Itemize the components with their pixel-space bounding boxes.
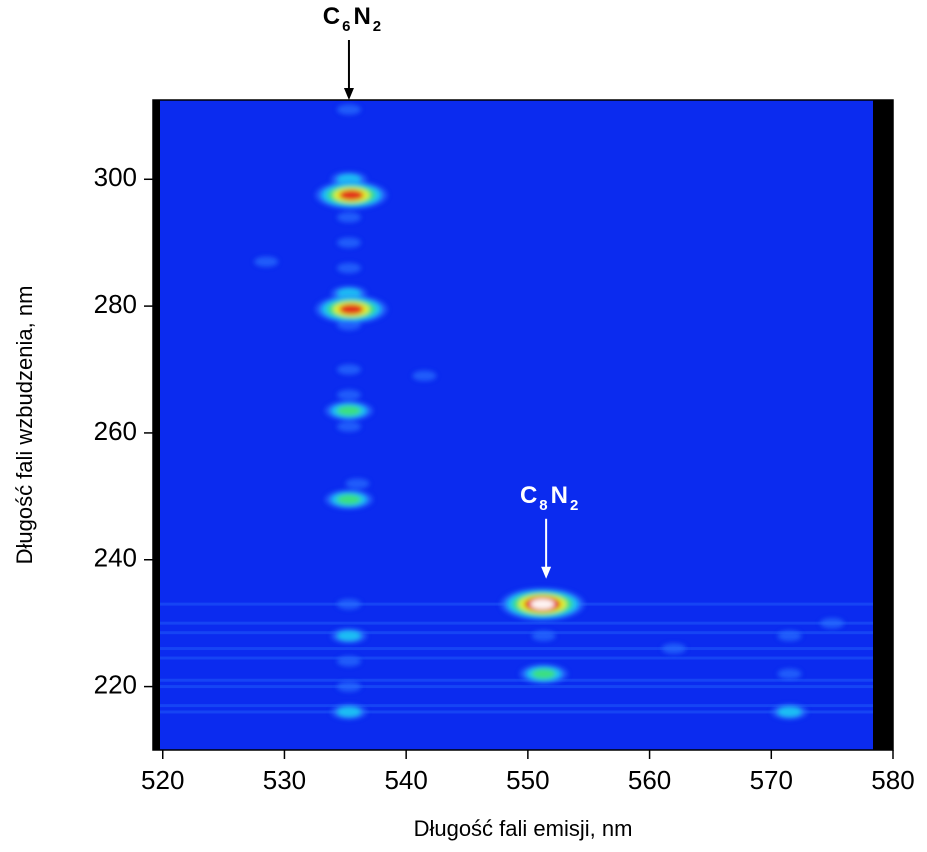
y-tick-label: 280: [94, 289, 137, 319]
annotation-subscript: 2: [373, 18, 381, 35]
y-tick-label: 300: [94, 162, 137, 192]
annotation-text: C: [323, 3, 340, 30]
band: [153, 631, 893, 635]
peaks: [254, 104, 845, 720]
y-tick-label: 260: [94, 416, 137, 446]
annotation-text: C: [520, 482, 537, 509]
y-axis-label: Długość fali wzbudzenia, nm: [12, 286, 37, 565]
peak: [531, 668, 556, 680]
peak: [336, 237, 361, 248]
peak: [336, 494, 361, 505]
y-tick-label: 220: [94, 669, 137, 699]
annotation-subscript: 8: [539, 497, 547, 514]
x-tick-label: 550: [506, 765, 549, 795]
annotation-arrowhead: [541, 566, 552, 579]
peak: [336, 364, 361, 375]
peak: [336, 421, 361, 432]
peak: [336, 212, 361, 223]
band: [153, 685, 893, 689]
peak: [254, 256, 279, 267]
peak: [336, 681, 361, 692]
peak: [336, 630, 361, 642]
peak: [777, 630, 802, 642]
peak: [336, 319, 361, 331]
x-tick-label: 560: [628, 765, 671, 795]
plot-frame: [152, 99, 894, 751]
peak: [531, 630, 556, 642]
peak: [777, 668, 802, 680]
peak: [336, 262, 361, 274]
peak: [339, 189, 364, 201]
annotation-subscript: 6: [342, 18, 350, 35]
peak: [336, 656, 361, 667]
peak: [336, 598, 361, 610]
edge-right: [873, 100, 893, 750]
peak: [336, 104, 361, 115]
x-tick-label: 520: [141, 765, 184, 795]
peak: [336, 405, 361, 416]
peak: [336, 389, 361, 401]
edge-left: [153, 100, 160, 750]
band: [153, 621, 893, 625]
annotation-subscript: 2: [570, 497, 578, 514]
annotation-text: N: [353, 3, 370, 30]
plot-background: [153, 100, 893, 750]
band: [153, 656, 893, 660]
x-axis-label: Długość fali emisji, nm: [414, 816, 633, 841]
x-tick-label: 580: [871, 765, 914, 795]
peak: [339, 304, 364, 315]
peak: [336, 706, 361, 718]
peak: [777, 706, 802, 718]
band: [153, 704, 893, 708]
x-tick-label: 530: [263, 765, 306, 795]
band: [153, 678, 893, 682]
x-tick-label: 540: [384, 765, 427, 795]
peak: [345, 478, 370, 489]
band: [153, 710, 893, 714]
annotation-text: N: [551, 482, 568, 509]
peak: [661, 643, 686, 654]
peak: [820, 617, 845, 629]
heat-layer: [153, 100, 893, 750]
annotation-arrowhead: [343, 88, 354, 100]
x-tick-label: 570: [750, 765, 793, 795]
peak: [530, 598, 555, 610]
band: [153, 647, 893, 651]
y-tick-label: 240: [94, 543, 137, 573]
peak: [412, 370, 437, 382]
